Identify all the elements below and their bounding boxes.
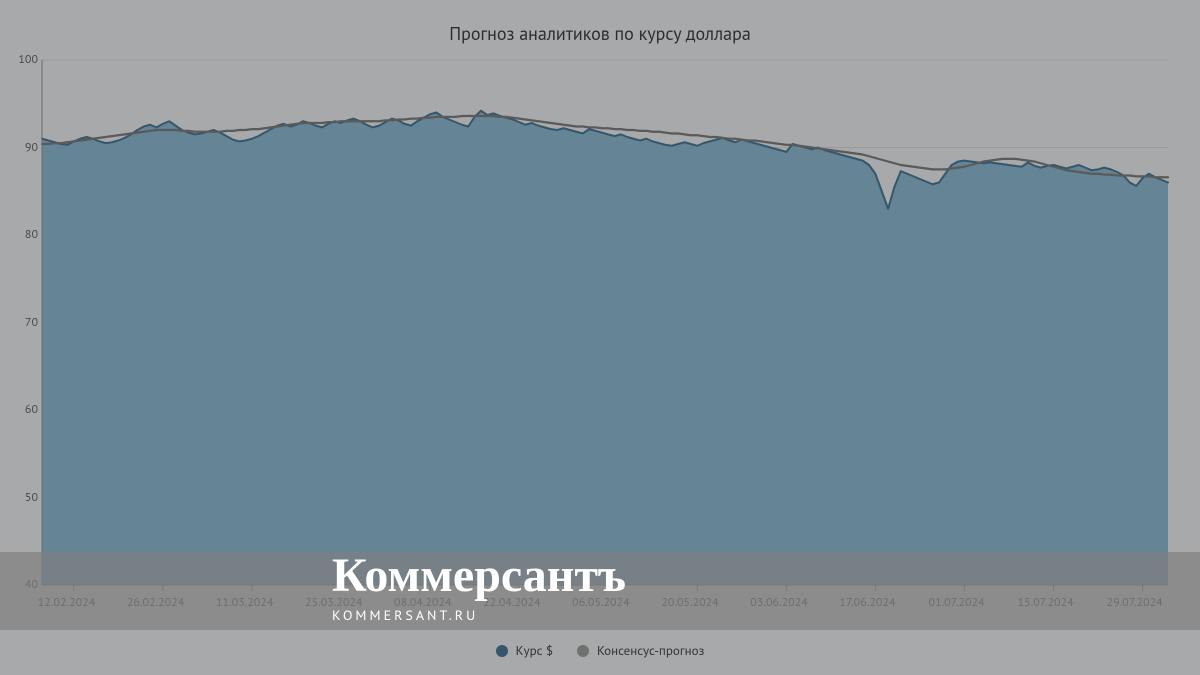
legend-marker-icon [496,645,508,657]
y-tick-label: 60 [6,402,38,417]
y-tick-label: 90 [6,140,38,155]
watermark-logo: Коммерсантъ [332,548,626,603]
watermark-url: KOMMERSANT.RU [332,606,478,624]
y-tick-label: 70 [6,315,38,330]
legend-label: Курс $ [516,642,553,659]
y-tick-label: 80 [6,227,38,242]
y-tick-label: 100 [6,52,38,67]
legend-label: Консенсус-прогноз [597,642,704,659]
chart-legend: Курс $ Консенсус-прогноз [0,642,1200,659]
legend-item-consensus: Консенсус-прогноз [577,642,704,659]
legend-marker-icon [577,645,589,657]
y-tick-label: 50 [6,490,38,505]
legend-item-rate: Курс $ [496,642,553,659]
